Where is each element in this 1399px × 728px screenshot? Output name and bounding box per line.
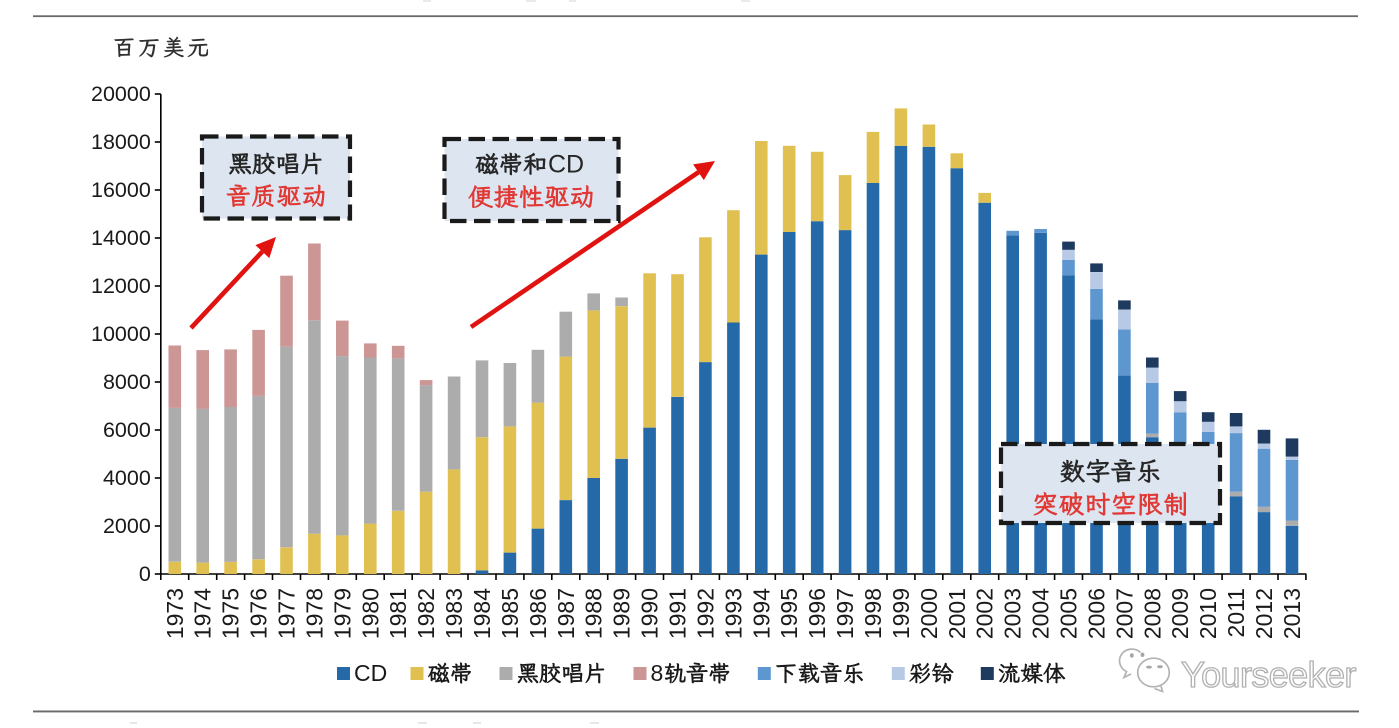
svg-text:2007: 2007	[1111, 588, 1137, 639]
svg-text:1996: 1996	[804, 588, 830, 639]
svg-text:6000: 6000	[103, 418, 151, 442]
svg-text:0: 0	[139, 562, 151, 586]
svg-text:14000: 14000	[91, 226, 151, 250]
svg-text:1992: 1992	[692, 588, 718, 639]
svg-text:1989: 1989	[609, 588, 635, 639]
svg-text:1973: 1973	[162, 588, 188, 639]
svg-text:1997: 1997	[832, 588, 858, 639]
svg-text:1995: 1995	[776, 588, 802, 639]
svg-text:10000: 10000	[91, 322, 151, 346]
svg-text:1998: 1998	[860, 588, 886, 639]
svg-text:CD: CD	[354, 660, 387, 686]
svg-text:8000: 8000	[103, 370, 151, 394]
svg-text:1982: 1982	[413, 588, 439, 639]
svg-text:2012: 2012	[1251, 588, 1277, 639]
svg-text:1981: 1981	[385, 588, 411, 639]
svg-text:1988: 1988	[581, 588, 607, 639]
svg-text:20000: 20000	[91, 82, 151, 106]
svg-text:2004: 2004	[1028, 588, 1054, 639]
svg-text:16000: 16000	[91, 178, 151, 202]
svg-text:12000: 12000	[91, 274, 151, 298]
svg-text:1980: 1980	[357, 588, 383, 639]
svg-text:2000: 2000	[103, 514, 151, 538]
svg-text:2002: 2002	[972, 588, 998, 639]
svg-text:1991: 1991	[665, 588, 691, 639]
svg-text:1983: 1983	[441, 588, 467, 639]
svg-text:1977: 1977	[274, 588, 300, 639]
svg-text:1979: 1979	[329, 588, 355, 639]
svg-text:1987: 1987	[553, 588, 579, 639]
svg-text:2010: 2010	[1195, 588, 1221, 639]
svg-text:1990: 1990	[637, 588, 663, 639]
svg-text:1999: 1999	[888, 588, 914, 639]
svg-text:1978: 1978	[301, 588, 327, 639]
svg-text:2013: 2013	[1279, 588, 1305, 639]
svg-text:2008: 2008	[1139, 588, 1165, 639]
svg-text:2003: 2003	[1000, 588, 1026, 639]
svg-text:8: 8	[651, 660, 664, 686]
svg-text:18000: 18000	[91, 130, 151, 154]
svg-text:2011: 2011	[1223, 588, 1249, 637]
svg-text:2000: 2000	[916, 588, 942, 639]
svg-text:2006: 2006	[1084, 588, 1110, 639]
svg-text:Yourseeker: Yourseeker	[1181, 654, 1356, 695]
svg-text:2009: 2009	[1167, 588, 1193, 639]
svg-text:1994: 1994	[748, 588, 774, 639]
svg-text:1986: 1986	[525, 588, 551, 639]
svg-text:1975: 1975	[218, 588, 244, 639]
svg-text:2001: 2001	[944, 588, 970, 639]
svg-text:1985: 1985	[497, 588, 523, 639]
svg-text:2005: 2005	[1056, 588, 1082, 639]
svg-text:CD: CD	[548, 151, 584, 179]
svg-text:1993: 1993	[720, 588, 746, 639]
svg-text:1976: 1976	[246, 588, 272, 639]
svg-text:1974: 1974	[190, 588, 216, 639]
svg-text:4000: 4000	[103, 466, 151, 490]
svg-text:1984: 1984	[469, 588, 495, 639]
